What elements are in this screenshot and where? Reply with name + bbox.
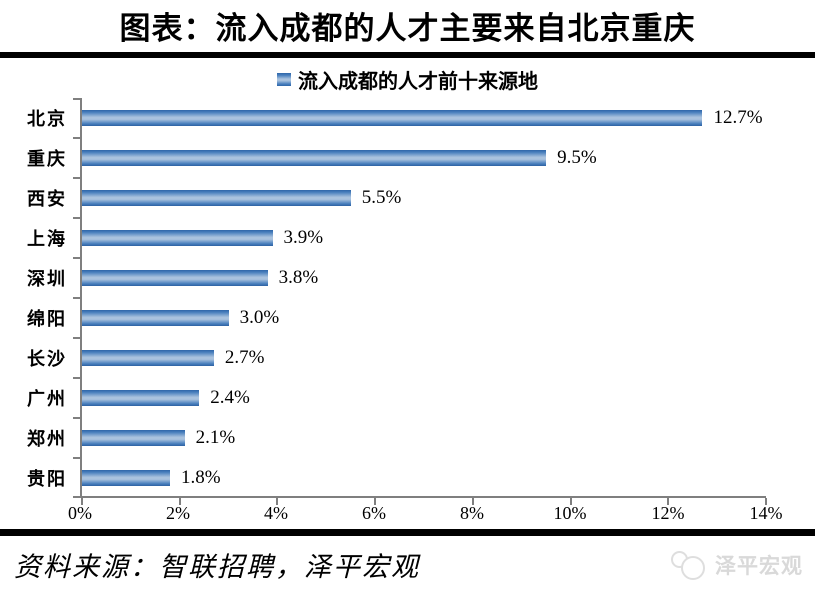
brand-logo: 泽平宏观	[671, 549, 803, 581]
category-label: 上海	[27, 229, 67, 249]
source-note: 资料来源：智联招聘，泽平宏观	[14, 552, 420, 582]
footer: 资料来源：智联招聘，泽平宏观 泽平宏观	[0, 536, 815, 584]
data-bar	[82, 310, 229, 326]
bar-chart: 北京 12.7% 重庆 9.5% 西安 5.5% 上海 3.9% 深圳 3.8% 绵阳 3.0% 长沙 2…	[27, 98, 783, 529]
legend-label: 流入成都的人才前十来源地	[298, 70, 538, 93]
category-label: 郑州	[27, 429, 67, 449]
title-divider	[0, 52, 815, 58]
value-label: 1.8%	[180, 467, 221, 488]
category-label: 绵阳	[27, 309, 67, 329]
data-bar	[82, 350, 214, 366]
category-label: 贵阳	[27, 469, 67, 489]
data-bar	[82, 110, 703, 126]
x-axis-tick-label: 4%	[264, 503, 288, 523]
y-axis-tick	[73, 177, 80, 179]
category-label: 长沙	[27, 349, 67, 369]
value-label: 2.4%	[210, 387, 250, 408]
y-axis-tick	[73, 98, 80, 100]
data-bar	[82, 470, 170, 486]
bar-row: 西安 5.5%	[27, 178, 766, 218]
data-bar	[82, 190, 351, 206]
bar-row: 郑州 2.1%	[27, 418, 766, 458]
value-label: 12.7%	[713, 107, 763, 128]
legend-marker-icon	[277, 72, 291, 86]
bar-row: 上海 3.9%	[27, 218, 766, 258]
y-axis-tick	[73, 337, 80, 339]
x-axis-tick-label: 14%	[749, 503, 783, 523]
x-axis-tick-label: 6%	[362, 503, 386, 523]
category-label: 西安	[27, 189, 67, 209]
bar-row: 北京 12.7%	[27, 98, 766, 138]
value-label: 2.1%	[195, 427, 236, 448]
category-label: 广州	[27, 389, 67, 409]
value-label: 2.7%	[224, 347, 265, 368]
x-axis-tick	[765, 498, 767, 505]
value-label: 9.5%	[557, 147, 597, 168]
bar-row: 绵阳 3.0%	[27, 298, 766, 338]
value-label: 3.8%	[278, 267, 319, 288]
category-label: 北京	[27, 109, 67, 129]
bar-row: 贵阳 1.8%	[27, 458, 766, 498]
value-label: 5.5%	[361, 187, 402, 208]
y-axis-tick	[73, 137, 80, 139]
y-axis-tick	[73, 377, 80, 379]
x-axis-tick	[471, 498, 474, 505]
x-axis-tick	[178, 498, 181, 505]
chart-legend: 流入成都的人才前十来源地	[0, 62, 815, 96]
panda-logo-icon	[671, 549, 707, 581]
x-axis-tick-label: 8%	[460, 503, 484, 523]
data-bar	[82, 150, 547, 166]
y-axis-tick	[73, 457, 80, 459]
x-axis-tick	[81, 498, 83, 505]
category-label: 深圳	[27, 269, 67, 289]
bar-row: 长沙 2.7%	[27, 338, 766, 378]
footer-divider	[0, 529, 815, 536]
bar-row: 深圳 3.8%	[27, 258, 766, 298]
data-bar	[82, 270, 268, 286]
data-bar	[82, 230, 273, 246]
bar-row: 广州 2.4%	[27, 378, 766, 418]
data-bar	[82, 430, 185, 446]
x-axis-tick	[276, 498, 279, 505]
y-axis-tick	[73, 217, 80, 219]
x-axis-tick	[569, 498, 572, 505]
category-label: 重庆	[27, 149, 67, 169]
y-axis-tick	[73, 257, 80, 259]
data-bar	[82, 390, 200, 406]
value-label: 3.9%	[283, 227, 324, 248]
x-axis-tick-label: 12%	[651, 503, 685, 523]
x-axis-tick-label: 10%	[553, 503, 587, 523]
y-axis-tick	[73, 297, 80, 299]
brand-logo-text: 泽平宏观	[715, 553, 803, 578]
x-axis-tick	[667, 498, 670, 505]
value-label: 3.0%	[239, 307, 280, 328]
bar-row: 重庆 9.5%	[27, 138, 766, 178]
y-axis-tick	[73, 417, 80, 419]
figure-title: 图表：流入成都的人才主要来自北京重庆	[119, 11, 696, 46]
plot-area: 北京 12.7% 重庆 9.5% 西安 5.5% 上海 3.9% 深圳 3.8% 绵阳 3.0% 长沙 2…	[27, 98, 767, 505]
x-axis-tick	[374, 498, 377, 505]
x-axis-labels: 0% 2% 4% 6% 8% 10% 12% 14%	[68, 498, 783, 529]
x-axis-tick-label: 2%	[166, 503, 190, 523]
x-axis-tick-label: 0%	[68, 503, 92, 523]
y-axis-tick	[73, 496, 80, 498]
